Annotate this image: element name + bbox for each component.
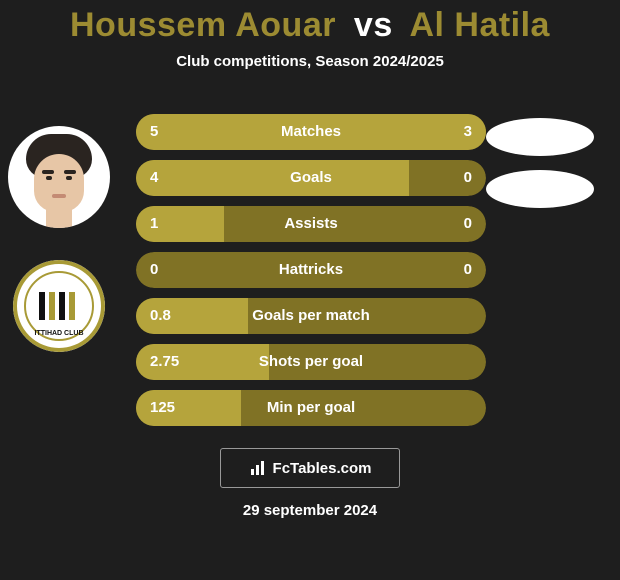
stat-row: 40Goals — [136, 160, 486, 196]
club-logo-icon: ITTIHAD CLUB — [13, 260, 105, 352]
title-vs: vs — [354, 6, 393, 44]
subtitle: Club competitions, Season 2024/2025 — [0, 53, 620, 70]
stat-row: 00Hattricks — [136, 252, 486, 288]
title-player2: Al Hatila — [409, 6, 550, 44]
fctables-badge: FcTables.com — [220, 448, 400, 488]
stats-rows: 53Matches 40Goals 10Assists 00Hattricks 0.8G… — [136, 114, 486, 436]
title-player1: Houssem Aouar — [70, 6, 336, 44]
player-avatar — [8, 126, 110, 228]
avatars-column: ITTIHAD CLUB — [8, 108, 110, 352]
stat-row: 125Min per goal — [136, 390, 486, 426]
stat-row: 53Matches — [136, 114, 486, 150]
player-face-icon — [8, 126, 110, 228]
stat-row: 10Assists — [136, 206, 486, 242]
stat-row: 2.75Shots per goal — [136, 344, 486, 380]
date-text: 29 september 2024 — [0, 502, 620, 519]
stat-row: 0.8Goals per match — [136, 298, 486, 334]
opponent-oval-2 — [486, 170, 594, 208]
club-logo-text: ITTIHAD CLUB — [35, 330, 84, 337]
stat-label: Shots per goal — [136, 344, 486, 380]
stat-label: Goals — [136, 160, 486, 196]
page-title: Houssem Aouar vs Al Hatila — [0, 0, 620, 45]
stat-label: Matches — [136, 114, 486, 150]
stat-label: Hattricks — [136, 252, 486, 288]
club-logo: ITTIHAD CLUB — [13, 260, 105, 352]
stat-label: Assists — [136, 206, 486, 242]
stat-label: Min per goal — [136, 390, 486, 426]
chart-icon — [249, 459, 267, 477]
opponent-oval-1 — [486, 118, 594, 156]
fctables-text: FcTables.com — [273, 460, 372, 477]
stat-label: Goals per match — [136, 298, 486, 334]
